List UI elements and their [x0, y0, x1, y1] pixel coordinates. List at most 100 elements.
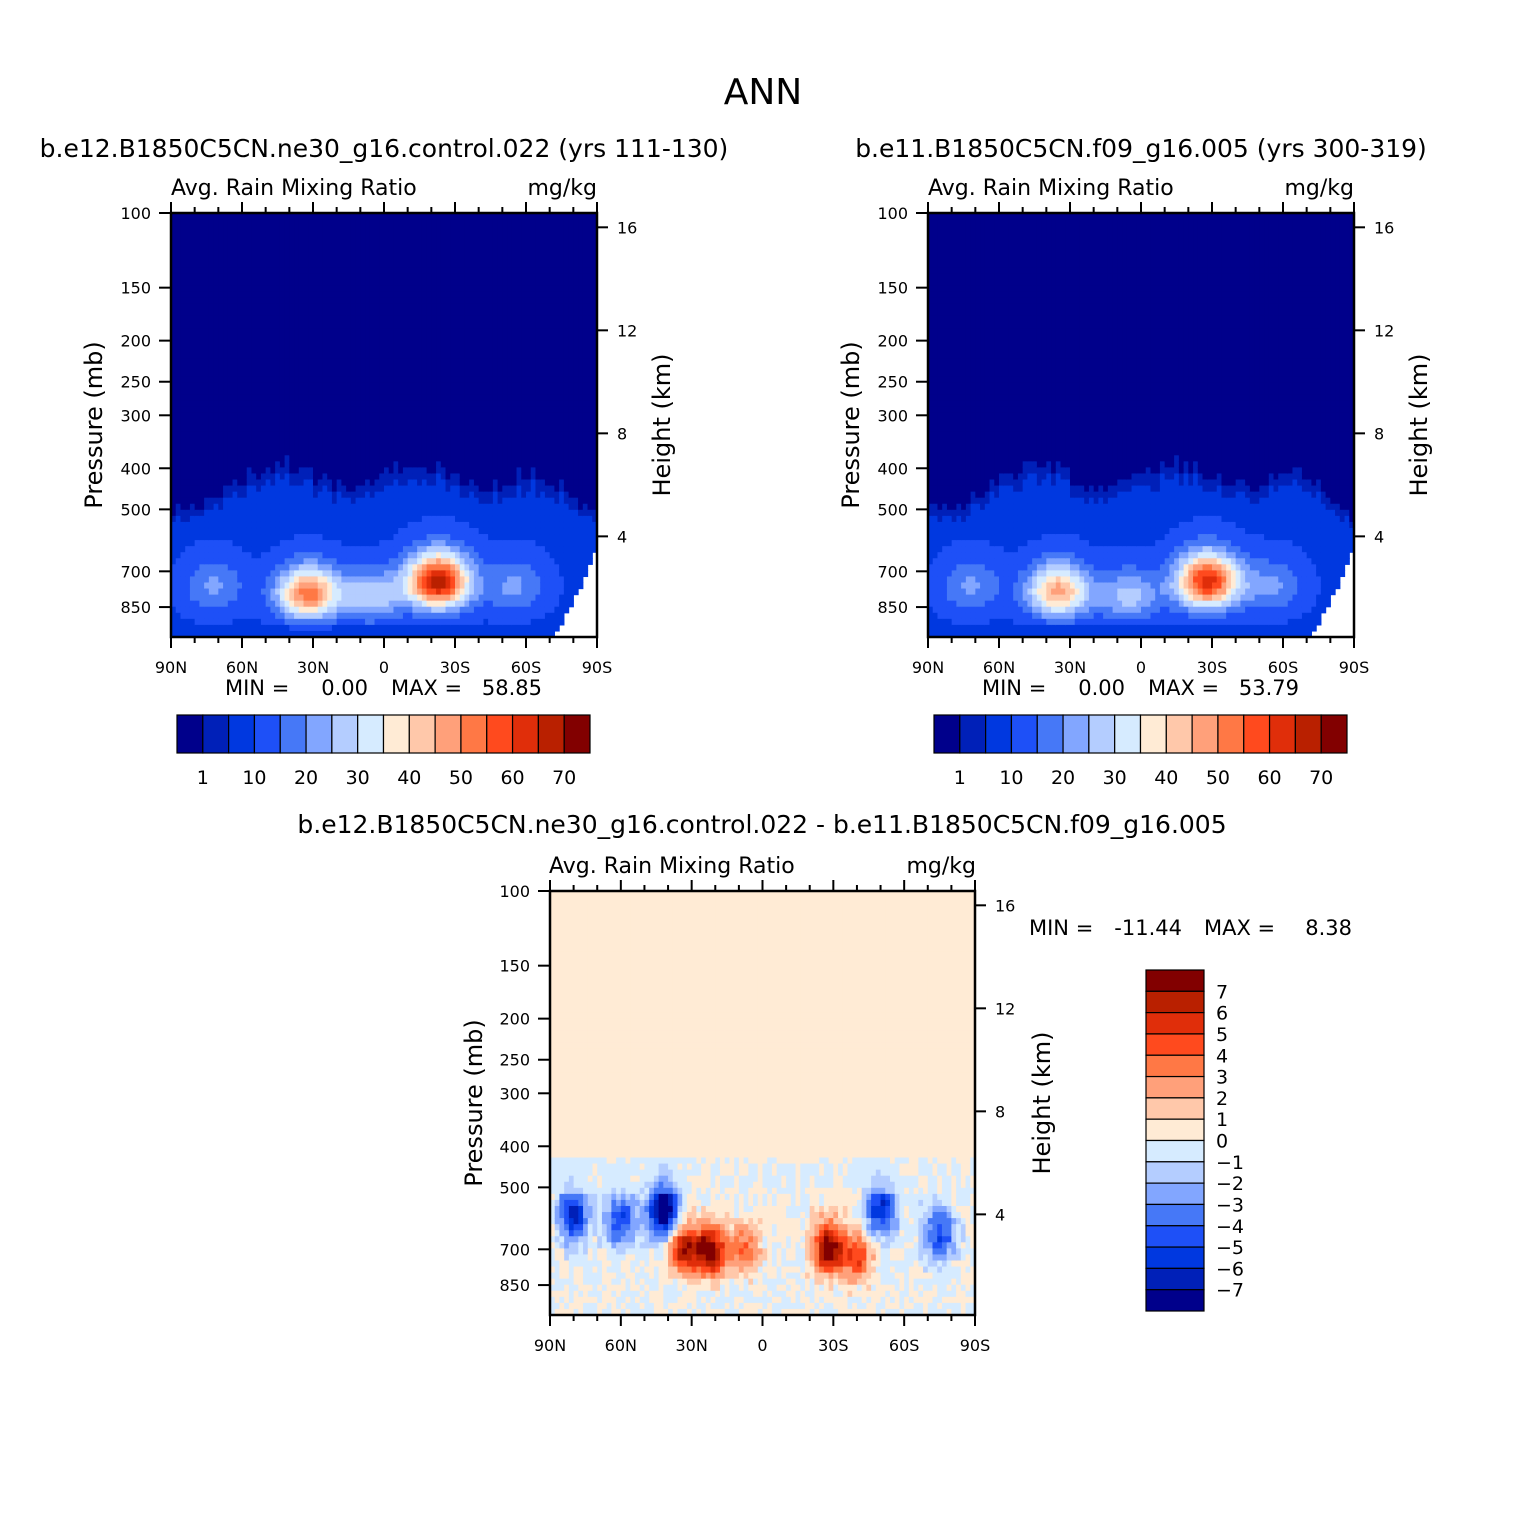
contour-cell — [322, 630, 328, 638]
contour-cell — [223, 418, 229, 426]
contour-cell — [360, 309, 366, 317]
contour-cell — [402, 479, 409, 487]
contour-cell — [213, 497, 219, 505]
contour-cell — [279, 358, 286, 366]
contour-cell — [365, 394, 371, 402]
contour-cell — [445, 412, 451, 420]
contour-cell — [322, 546, 328, 553]
contour-cell — [185, 485, 191, 493]
contour-cell — [365, 231, 371, 238]
contour-cell — [488, 612, 494, 620]
contour-cell — [322, 606, 328, 614]
contour-cell — [455, 546, 461, 553]
contour-cell — [185, 515, 191, 523]
contour-cell — [450, 412, 456, 420]
contour-cell — [227, 546, 234, 553]
contour-cell — [502, 267, 508, 275]
contour-cell — [455, 461, 461, 468]
contour-cell — [436, 219, 442, 226]
contour-cell — [171, 322, 177, 329]
contour-cell — [218, 382, 224, 390]
contour-cell — [199, 358, 205, 366]
contour-cell — [208, 315, 215, 323]
contour-cell — [412, 515, 418, 523]
contour-cell — [473, 346, 480, 353]
contour-cell — [194, 491, 200, 499]
contour-cell — [350, 285, 357, 293]
contour-cell — [327, 273, 333, 281]
contour-cell — [171, 431, 177, 438]
contour-cell — [346, 527, 352, 535]
contour-cell — [313, 334, 319, 341]
contour-cell — [171, 261, 177, 269]
contour-cell — [497, 491, 503, 499]
contour-cell — [322, 225, 328, 232]
contour-cell — [294, 479, 300, 487]
contour-cell — [450, 485, 456, 493]
contour-cell — [171, 267, 177, 275]
contour-cell — [265, 315, 271, 323]
contour-cell — [204, 412, 210, 420]
contour-cell — [488, 309, 494, 317]
contour-cell — [507, 279, 513, 287]
contour-cell — [469, 418, 475, 426]
contour-cell — [260, 594, 267, 602]
contour-cell — [242, 558, 248, 565]
contour-cell — [322, 231, 328, 238]
contour-cell — [256, 552, 262, 559]
contour-cell — [355, 564, 361, 571]
contour-cell — [393, 346, 399, 353]
contour-cell — [199, 267, 205, 275]
contour-cell — [478, 521, 484, 529]
contour-cell — [407, 576, 413, 584]
contour-cell — [473, 552, 480, 559]
contour-cell — [450, 382, 456, 390]
contour-cell — [256, 219, 262, 226]
contour-cell — [251, 309, 257, 317]
contour-cell — [327, 291, 333, 299]
contour-cell — [350, 261, 357, 269]
contour-cell — [398, 249, 404, 256]
contour-cell — [459, 582, 466, 590]
contour-cell — [455, 624, 461, 632]
contour-cell — [440, 340, 447, 347]
contour-cell — [483, 558, 489, 565]
contour-cell — [303, 455, 309, 462]
contour-cell — [180, 370, 186, 378]
contour-cell — [341, 334, 347, 341]
contour-cell — [369, 303, 376, 311]
contour-cell — [455, 340, 461, 347]
contour-cell — [440, 582, 447, 590]
contour-cell — [185, 570, 191, 578]
contour-cell — [388, 497, 395, 505]
contour-cell — [492, 231, 499, 238]
contour-cell — [194, 394, 200, 402]
contour-cell — [270, 443, 276, 450]
contour-cell — [417, 473, 423, 481]
contour-cell — [265, 479, 271, 487]
contour-cell — [379, 376, 385, 384]
contour-cell — [317, 309, 324, 317]
contour-cell — [251, 588, 257, 596]
contour-cell — [180, 382, 186, 390]
contour-cell — [450, 431, 456, 438]
contour-cell — [294, 515, 300, 523]
contour-cell — [284, 309, 290, 317]
contour-cell — [256, 467, 262, 475]
contour-cell — [426, 291, 432, 299]
contour-cell — [379, 576, 385, 584]
contour-cell — [317, 237, 324, 244]
contour-cell — [341, 515, 347, 523]
contour-cell — [189, 358, 196, 366]
contour-cell — [213, 491, 219, 499]
contour-cell — [488, 243, 494, 250]
contour-cell — [355, 352, 361, 359]
contour-cell — [256, 582, 262, 590]
contour-cell — [232, 515, 238, 523]
contour-cell — [308, 618, 314, 626]
contour-cell — [497, 467, 503, 475]
contour-cell — [308, 570, 314, 578]
contour-cell — [421, 624, 428, 632]
contour-cell — [336, 340, 342, 347]
contour-cell — [459, 473, 466, 481]
